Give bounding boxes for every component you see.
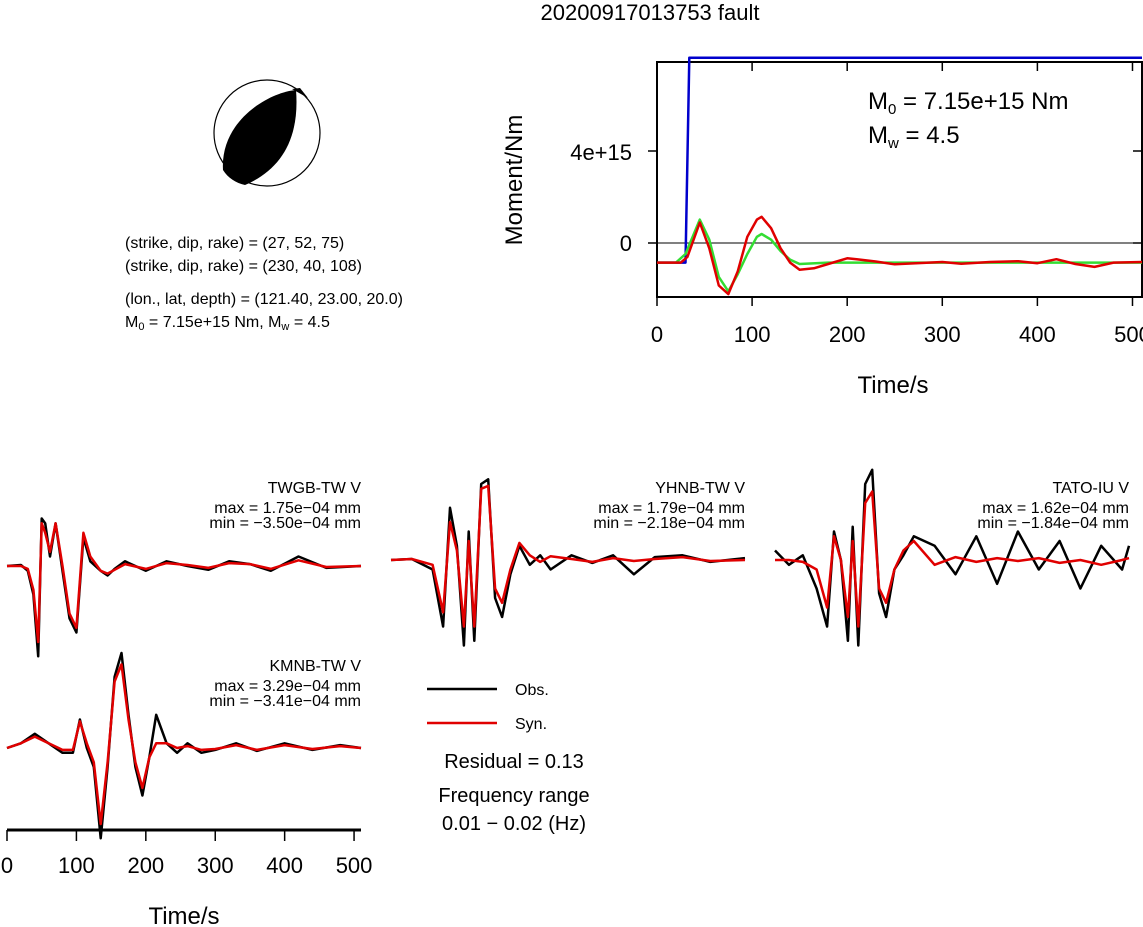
synthetic-trace-1: [7, 522, 362, 644]
waveform-xtick-label: 100: [58, 853, 95, 878]
waveform-xlabel: Time/s: [148, 903, 219, 927]
stf-red-series: [657, 215, 1143, 296]
stf-xtick-label: 100: [734, 322, 771, 347]
station-waveforms: TWGB-TW V max = 1.75e−04 mm min = −3.50e…: [6, 468, 1131, 840]
mechanism-line-1: (strike, dip, rake) = (27, 52, 75): [125, 235, 344, 252]
waveform-xtick-label: 500: [336, 853, 373, 878]
stf-m0-annotation: M0 = 7.15e+15 Nm: [868, 88, 1068, 118]
station-min-label: min = −3.41e−04 mm: [209, 693, 361, 710]
beachball-compressional-quadrant: [222, 90, 297, 185]
legend-syn-label: Syn.: [515, 716, 547, 733]
stf-green-series: [657, 218, 1142, 293]
synthetic-trace-2: [390, 484, 746, 628]
waveform-xtick-label: 0: [1, 853, 13, 878]
station-min-label: min = −1.84e−04 mm: [977, 515, 1129, 532]
waveform-xtick-label: 200: [127, 853, 164, 878]
station-min-label: min = −3.50e−04 mm: [209, 515, 361, 532]
station-name-label: TATO-IU V: [1053, 480, 1130, 497]
waveform-time-axis: 0 100 200 300 400 500 Time/s: [1, 828, 373, 927]
stf-xtick-label: 400: [1019, 322, 1056, 347]
moment-line: M0 = 7.15e+15 Nm, Mw = 4.5: [125, 314, 330, 333]
beachball-small-quadrant: [292, 88, 308, 98]
station-max-label: max = 1.75e−04 mm: [214, 500, 361, 517]
residual-label: Residual = 0.13: [444, 751, 584, 773]
stf-xlabel: Time/s: [857, 372, 928, 399]
stf-ytick-label-4e15: 4e+15: [570, 140, 632, 165]
waveform-xtick-label: 300: [197, 853, 234, 878]
beachball: [213, 79, 321, 187]
mechanism-line-2: (strike, dip, rake) = (230, 40, 108): [125, 258, 362, 275]
station-panel-yhnb: YHNB-TW V max = 1.79e−04 mm min = −2.18e…: [593, 480, 745, 532]
legend-obs-label: Obs.: [515, 682, 549, 699]
location-line: (lon., lat, depth) = (121.40, 23.00, 20.…: [125, 291, 403, 308]
observed-trace-2: [390, 478, 746, 647]
synthetic-trace-3: [775, 490, 1130, 628]
stf-xtick-label: 300: [924, 322, 961, 347]
mechanism-info: (strike, dip, rake) = (27, 52, 75) (stri…: [125, 235, 403, 333]
synthetic-trace-4: [6, 663, 362, 826]
stf-mw-annotation: Mw = 4.5: [868, 122, 960, 152]
station-panel-twgb: TWGB-TW V max = 1.75e−04 mm min = −3.50e…: [209, 480, 361, 532]
frequency-range-value: 0.01 − 0.02 (Hz): [442, 813, 586, 835]
frequency-range-label: Frequency range: [438, 785, 589, 807]
stf-xtick-label: 0: [651, 322, 663, 347]
station-panel-kmnb: KMNB-TW V max = 3.29e−04 mm min = −3.41e…: [209, 658, 361, 710]
stf-ylabel: Moment/Nm: [501, 115, 528, 246]
figure-title: 20200917013753 fault: [541, 0, 760, 25]
station-name-label: YHNB-TW V: [655, 480, 745, 497]
stf-xtick-label: 500: [1114, 322, 1143, 347]
station-name-label: KMNB-TW V: [269, 658, 361, 675]
stf-ytick-label-0: 0: [620, 231, 632, 256]
station-max-label: max = 1.62e−04 mm: [982, 500, 1129, 517]
waveform-xticks: 0 100 200 300 400 500: [1, 830, 373, 878]
stf-series: [657, 56, 1143, 296]
station-name-label: TWGB-TW V: [268, 480, 362, 497]
stf-plot-frame: [656, 61, 1143, 298]
stf-plot: 0 4e+15 Moment/Nm Time/s 0 100 200 300 400 50…: [501, 56, 1143, 399]
stf-xticks: 0 100 200 300 400 500: [651, 62, 1143, 347]
observed-trace-1: [6, 517, 362, 658]
station-max-label: max = 1.79e−04 mm: [598, 500, 745, 517]
station-panel-tato: TATO-IU V max = 1.62e−04 mm min = −1.84e…: [977, 480, 1129, 532]
station-min-label: min = −2.18e−04 mm: [593, 515, 745, 532]
station-max-label: max = 3.29e−04 mm: [214, 678, 361, 695]
waveform-xtick-label: 400: [266, 853, 303, 878]
stf-xtick-label: 200: [829, 322, 866, 347]
legend: Obs. Syn.: [427, 682, 549, 733]
